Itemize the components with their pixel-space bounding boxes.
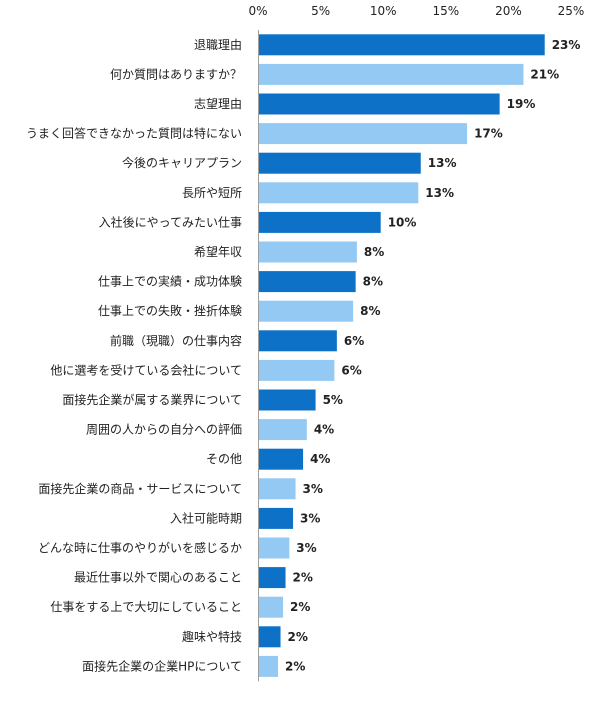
bar	[259, 537, 290, 559]
category-label: 前職（現職）の仕事内容	[110, 333, 242, 348]
value-label: 21%	[530, 67, 559, 81]
x-axis-ticks: 0% 5% 10% 15% 20% 25%	[248, 4, 584, 18]
category-label: 面接先企業の商品・サービスについて	[38, 481, 242, 496]
value-label: 5%	[323, 393, 343, 407]
value-label: 6%	[344, 334, 364, 348]
value-label: 3%	[303, 482, 323, 496]
category-label: 面接先企業の企業HPについて	[82, 658, 242, 673]
bar	[259, 211, 381, 233]
value-labels: 23% 21% 19% 17% 13% 13% 10% 8% 8% 8% 6% 6% 5% 4% 4% 3% 3…	[285, 38, 580, 674]
bar	[259, 63, 524, 85]
bar	[259, 419, 307, 441]
bar	[259, 626, 281, 648]
value-label: 6%	[341, 363, 361, 377]
x-tick-label: 10%	[370, 4, 397, 18]
value-label: 13%	[428, 156, 457, 170]
value-label: 2%	[293, 571, 313, 585]
category-label: 仕事をする上で大切にしていること	[50, 600, 242, 614]
category-label: 今後のキャリアプラン	[122, 155, 242, 170]
category-label: 何か質問はありますか？	[110, 66, 242, 81]
category-label: 仕事上での失敗・挫折体験	[98, 303, 242, 318]
value-label: 10%	[388, 215, 417, 229]
value-label: 2%	[290, 600, 310, 614]
value-label: 17%	[474, 127, 503, 141]
category-label: どんな時に仕事のやりがいを感じるか	[38, 540, 242, 555]
bar	[259, 655, 279, 677]
value-label: 2%	[288, 630, 308, 644]
x-tick-label: 5%	[311, 4, 330, 18]
category-label: 最近仕事以外で関心のあること	[74, 571, 242, 585]
category-label: 入社後にやってみたい仕事	[99, 214, 242, 229]
value-label: 4%	[314, 423, 334, 437]
bar	[259, 123, 468, 145]
bar	[259, 567, 286, 589]
bar	[259, 359, 335, 381]
value-label: 8%	[364, 245, 384, 259]
value-label: 8%	[363, 275, 383, 289]
bar	[259, 93, 500, 115]
value-label: 19%	[507, 97, 536, 111]
value-label: 3%	[296, 541, 316, 555]
bar	[259, 34, 545, 56]
bar	[259, 300, 354, 322]
category-label: 長所や短所	[182, 186, 242, 200]
value-label: 8%	[360, 304, 380, 318]
bar	[259, 271, 356, 293]
x-tick-label: 25%	[558, 4, 585, 18]
category-label: 趣味や特技	[182, 629, 242, 644]
bar	[259, 596, 284, 618]
bar	[259, 389, 316, 411]
value-label: 23%	[552, 38, 581, 52]
value-label: 2%	[285, 659, 305, 673]
category-label: 周囲の人からの自分への評価	[86, 422, 242, 437]
bar	[259, 241, 357, 263]
bars	[259, 34, 545, 677]
category-label: 希望年収	[194, 244, 242, 259]
bar	[259, 507, 294, 529]
x-tick-label: 0%	[248, 4, 267, 18]
value-label: 4%	[310, 452, 330, 466]
bar	[259, 182, 419, 204]
value-label: 3%	[300, 511, 320, 525]
category-label: 志望理由	[194, 97, 242, 111]
category-label: 面接先企業が属する業界について	[62, 392, 242, 407]
category-label: その他	[206, 452, 242, 466]
bar	[259, 152, 421, 174]
bar	[259, 448, 304, 470]
category-label: 仕事上での実績・成功体験	[98, 274, 242, 289]
category-label: 入社可能時期	[170, 510, 242, 525]
category-label: うまく回答できなかった質問は特にない	[26, 126, 242, 141]
category-label: 他に選考を受けている会社について	[50, 362, 242, 377]
bar	[259, 478, 296, 500]
bar	[259, 330, 337, 352]
x-tick-label: 15%	[432, 4, 459, 18]
category-label: 退職理由	[194, 38, 242, 52]
value-label: 13%	[425, 186, 454, 200]
x-tick-label: 20%	[495, 4, 522, 18]
